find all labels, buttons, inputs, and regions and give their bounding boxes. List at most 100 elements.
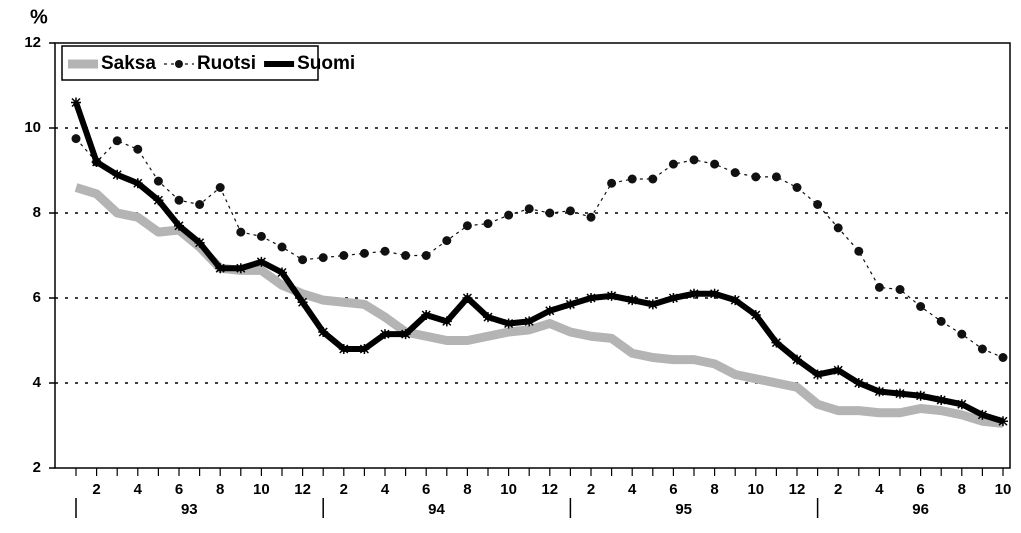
legend-marker (174, 60, 183, 68)
point (710, 159, 720, 169)
year-label: 95 (675, 501, 692, 518)
point (771, 337, 782, 348)
point (112, 136, 122, 146)
x-tick-label: 2 (92, 481, 100, 498)
point (998, 353, 1008, 362)
point (771, 172, 781, 182)
point (380, 246, 390, 256)
x-tick-label: 2 (340, 481, 348, 498)
x-tick-label: 4 (381, 481, 390, 498)
x-tick-label: 12 (541, 481, 558, 498)
point (483, 219, 493, 229)
point (627, 174, 637, 184)
point (256, 231, 266, 241)
point (812, 369, 823, 380)
x-tick-label: 6 (422, 481, 430, 498)
point (318, 253, 328, 263)
y-tick-label: 4 (33, 374, 42, 391)
plot-frame (54, 42, 1011, 469)
point (194, 237, 205, 248)
x-tick-label: 6 (175, 481, 183, 498)
point (833, 223, 843, 233)
x-tick-label: 10 (747, 481, 764, 498)
point (545, 208, 555, 218)
point (565, 206, 575, 216)
point (689, 155, 699, 165)
series-line (75, 138, 1004, 359)
point (215, 263, 226, 274)
point (401, 251, 411, 260)
x-tick-label: 6 (916, 481, 924, 498)
point (277, 267, 287, 278)
x-tick-label: 2 (834, 481, 842, 498)
point (195, 200, 205, 209)
point (153, 176, 163, 186)
point (607, 178, 617, 188)
point (462, 221, 472, 231)
point (133, 144, 143, 154)
x-tick-label: 8 (958, 481, 966, 498)
point (977, 344, 987, 354)
x-tick-label: 10 (500, 481, 517, 498)
x-tick-label: 8 (216, 481, 224, 498)
point (792, 183, 802, 192)
point (606, 290, 617, 301)
series-line (73, 101, 1004, 425)
point (586, 293, 596, 303)
year-label: 94 (428, 501, 445, 518)
point (709, 288, 720, 299)
point (236, 227, 246, 237)
x-tick-label: 4 (628, 481, 637, 498)
point (339, 251, 349, 260)
point (442, 236, 452, 246)
point (112, 169, 123, 180)
point (977, 409, 988, 420)
point (565, 299, 576, 310)
y-tick-label: 8 (33, 204, 41, 221)
point (936, 316, 946, 326)
point (524, 316, 535, 327)
year-label: 96 (912, 501, 929, 518)
point (483, 312, 493, 323)
legend-label: Suomi (297, 53, 355, 74)
point (235, 263, 246, 274)
point (895, 388, 905, 399)
point (421, 251, 431, 260)
x-tick-label: 4 (875, 481, 884, 498)
point (854, 246, 864, 256)
point (647, 299, 658, 310)
legend-label: Ruotsi (197, 53, 256, 74)
point (380, 329, 390, 340)
legend: Saksa Ruotsi Suomi (61, 45, 355, 81)
x-tick-label: 10 (253, 481, 270, 498)
point (359, 248, 369, 258)
point (730, 295, 741, 306)
point (874, 386, 885, 397)
point (730, 168, 740, 178)
point (915, 390, 926, 401)
point (853, 378, 864, 388)
point (153, 195, 164, 206)
point (421, 310, 432, 320)
point (957, 329, 967, 339)
point (215, 183, 225, 192)
point (174, 220, 184, 231)
point (874, 282, 884, 292)
legend-label: Saksa (101, 53, 156, 74)
y-tick-label: 10 (24, 119, 41, 136)
point (668, 159, 678, 169)
y-tick-label: 6 (33, 289, 41, 306)
point (318, 327, 329, 337)
point (524, 204, 534, 214)
point (174, 195, 184, 205)
x-tick-label: 12 (789, 481, 806, 498)
point (750, 310, 761, 320)
point (71, 97, 81, 108)
point (751, 172, 761, 182)
point (998, 416, 1008, 427)
point (936, 395, 947, 405)
point (627, 295, 638, 306)
x-tick-label: 4 (134, 481, 143, 498)
x-tick-label: 2 (587, 481, 595, 498)
x-tick-label: 6 (669, 481, 677, 498)
